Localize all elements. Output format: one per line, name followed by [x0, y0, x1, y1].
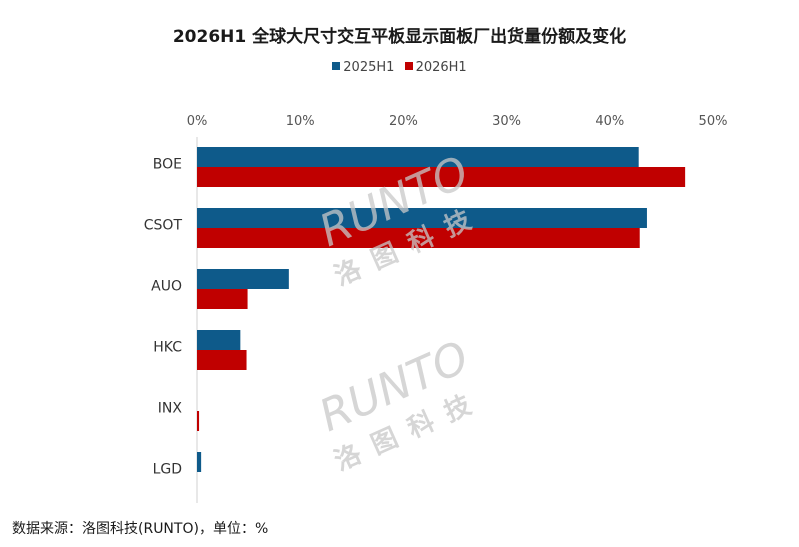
bar-2026h1-boe	[197, 167, 686, 187]
category-label: CSOT	[144, 218, 183, 234]
legend-label-2025h1: 2025H1	[343, 60, 395, 75]
source-note: 数据来源：洛图科技(RUNTO)，单位：%	[12, 521, 269, 537]
x-tick-label: 40%	[595, 114, 624, 129]
bar-2025h1-csot	[197, 208, 647, 228]
bar-2025h1-hkc	[197, 330, 241, 350]
x-tick-label: 30%	[492, 114, 521, 129]
category-label: BOE	[153, 157, 182, 173]
legend-item-2025h1: 2025H1	[332, 60, 394, 75]
legend-swatch-2025h1	[332, 62, 341, 70]
legend: 2025H1 2026H1	[0, 60, 799, 75]
bar-2026h1-hkc	[197, 350, 247, 370]
x-tick-label: 50%	[699, 114, 728, 129]
bar-2026h1-inx	[197, 411, 200, 431]
x-tick-label: 10%	[286, 114, 315, 129]
chart-title: 2026H1 全球大尺寸交互平板显示面板厂出货量份额及变化	[172, 27, 627, 47]
category-label: HKC	[153, 340, 182, 356]
bar-2025h1-auo	[197, 269, 289, 289]
category-label: AUO	[151, 279, 182, 295]
x-tick-label: 20%	[389, 114, 418, 129]
x-tick-label: 0%	[187, 114, 208, 129]
category-label: LGD	[153, 462, 182, 478]
bar-2026h1-auo	[197, 289, 248, 309]
bar-2026h1-csot	[197, 228, 640, 248]
bar-2025h1-boe	[197, 147, 639, 167]
legend-item-2026h1: 2026H1	[404, 60, 467, 75]
legend-label-2026h1: 2026H1	[415, 60, 467, 75]
category-label: INX	[158, 401, 183, 417]
bar-2025h1-lgd	[197, 452, 202, 472]
legend-swatch-2026h1	[404, 62, 413, 70]
